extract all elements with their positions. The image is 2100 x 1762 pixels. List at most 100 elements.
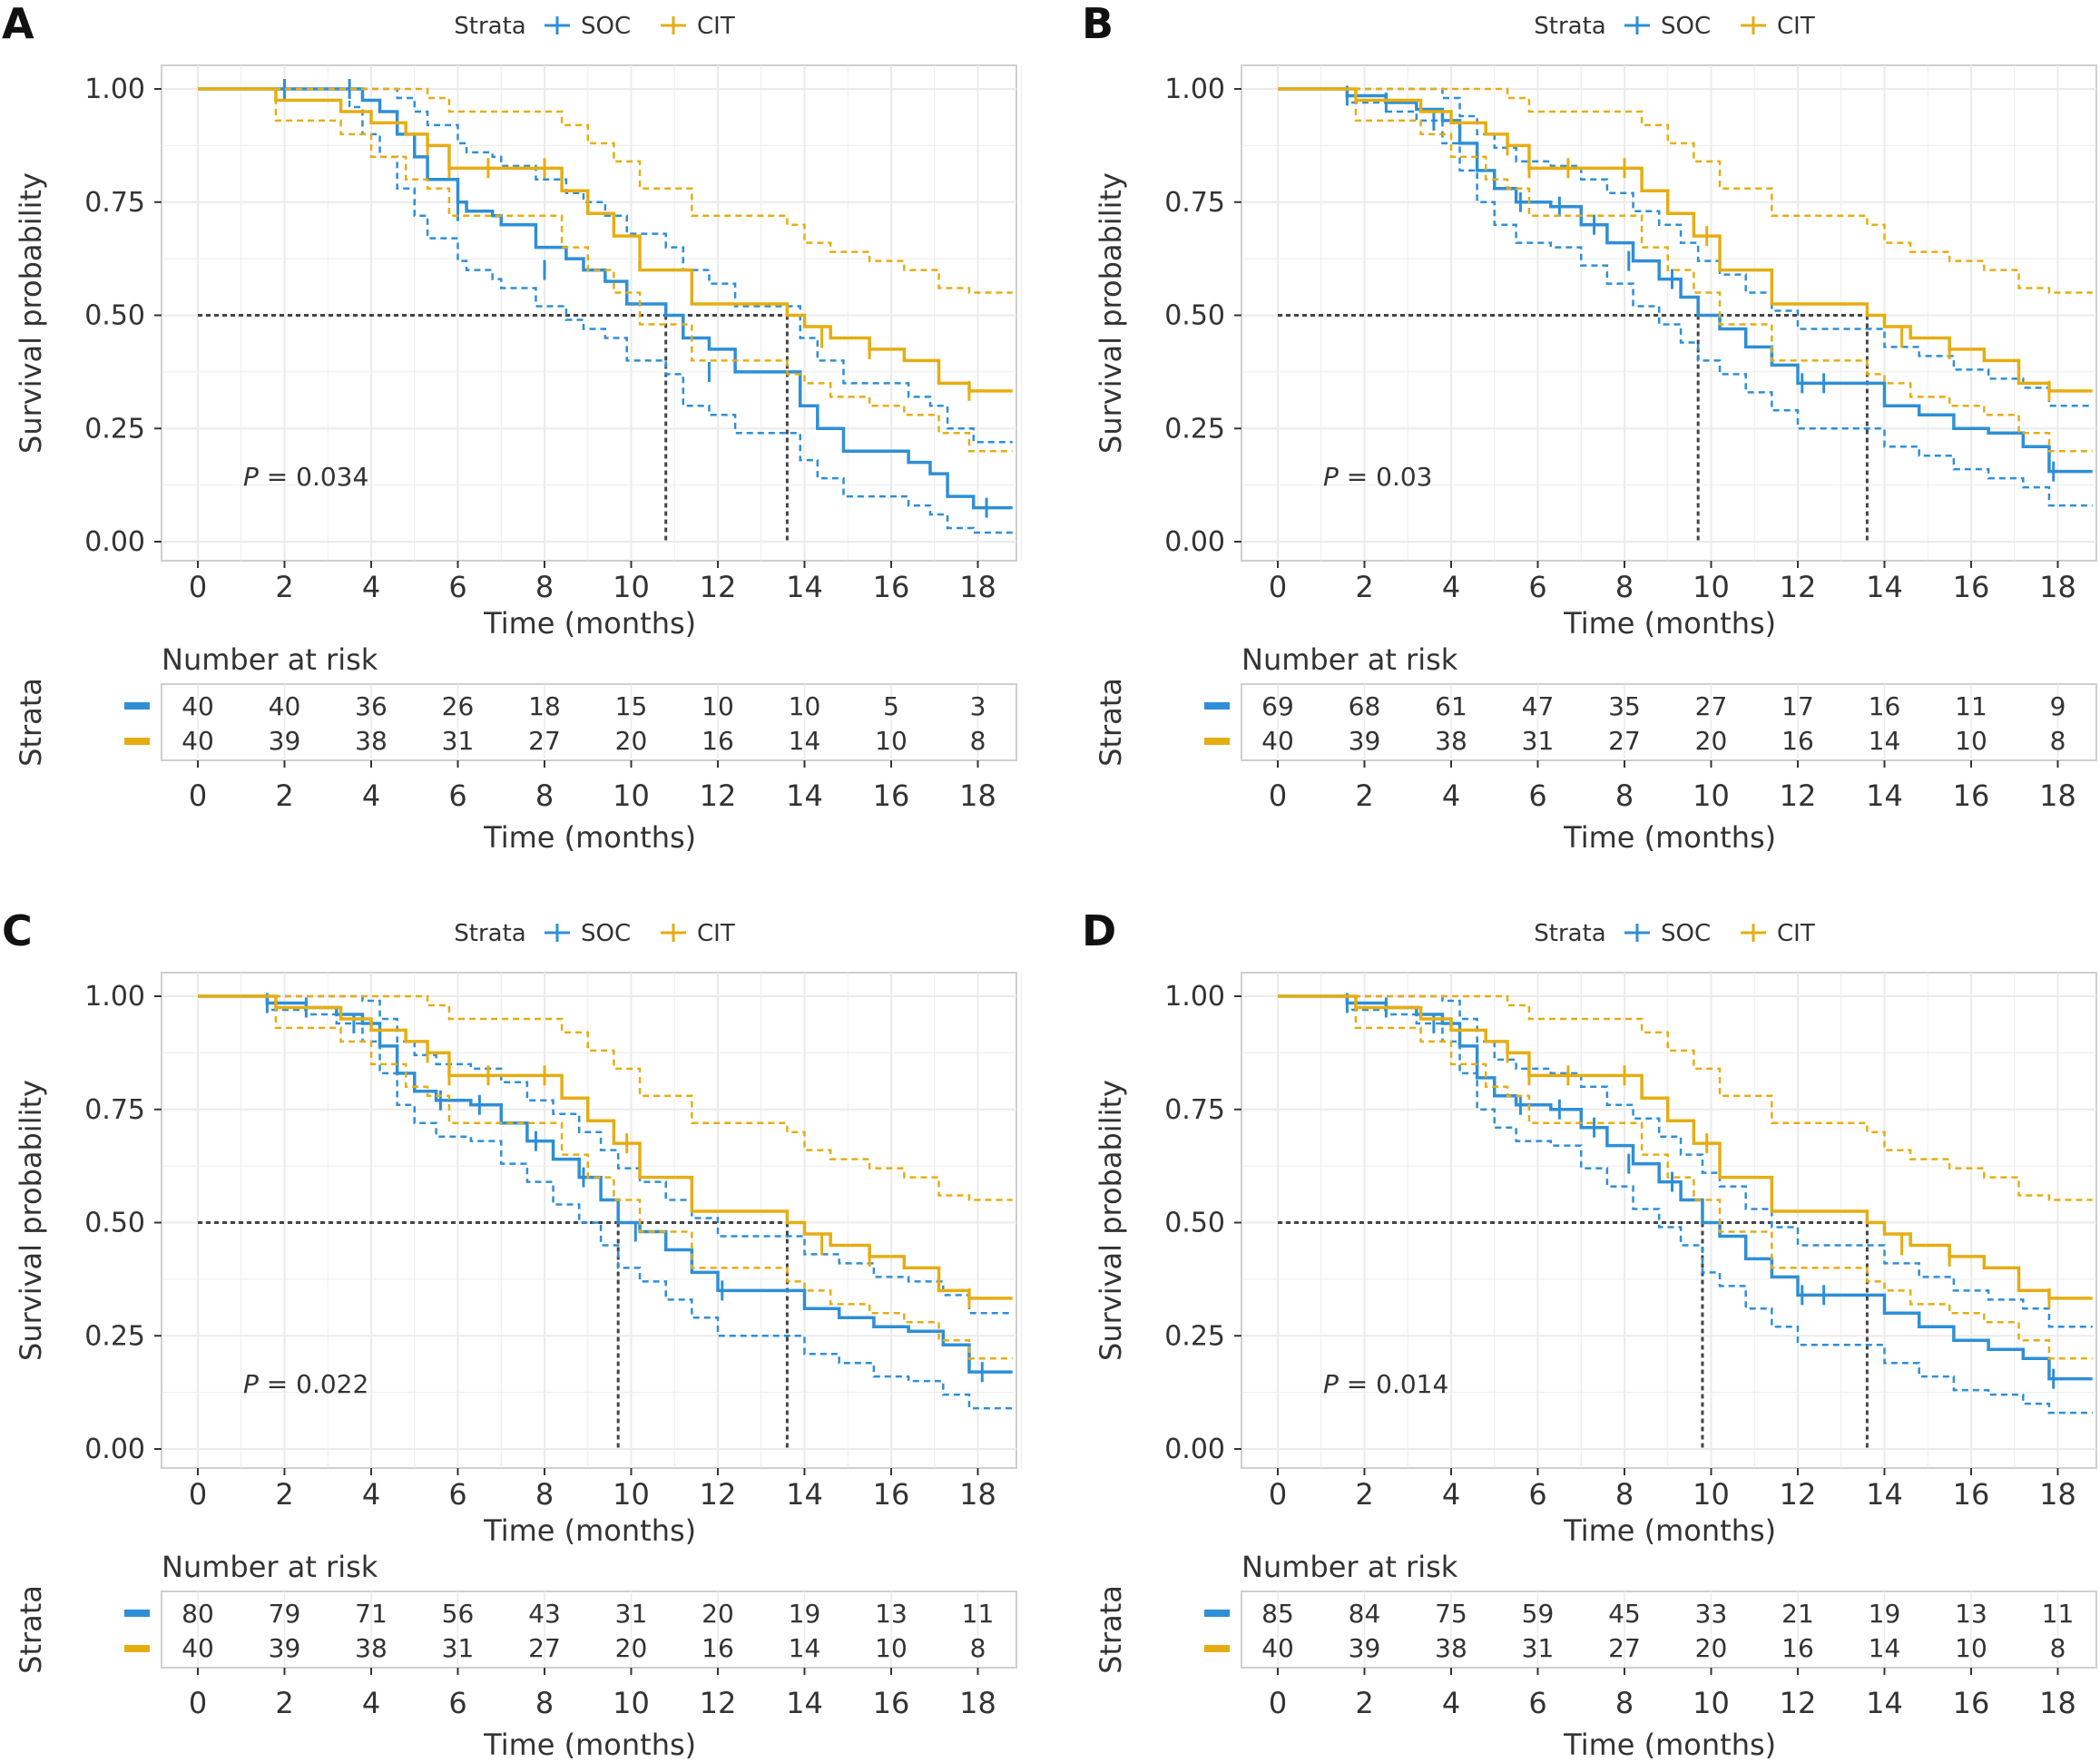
risk-x-tick-label: 6 [448, 778, 466, 813]
risk-cell-cit: 10 [1955, 1633, 1987, 1663]
survival-curve-cit [198, 87, 1013, 393]
x-tick-label: 6 [1528, 1477, 1546, 1512]
risk-x-tick-label: 10 [1693, 778, 1730, 813]
x-tick-label: 6 [448, 570, 466, 604]
risk-cell-cit: 14 [789, 726, 821, 756]
risk-x-axis-title: Time (months) [1563, 820, 1776, 855]
risk-x-tick-label: 10 [613, 1686, 650, 1720]
risk-table-title: Number at risk [1241, 1550, 1458, 1584]
y-tick-label: 0.50 [1164, 300, 1225, 332]
y-tick-label: 0.00 [84, 1434, 145, 1465]
risk-cell-soc: 43 [528, 1599, 561, 1629]
y-tick-label: 0.25 [1164, 413, 1225, 445]
risk-cell-cit: 16 [702, 1633, 734, 1663]
y-tick-label: 0.25 [84, 413, 145, 445]
x-tick-label: 10 [1693, 1477, 1730, 1512]
risk-cell-cit: 10 [875, 1633, 908, 1663]
y-tick-label: 0.75 [1164, 1094, 1225, 1126]
y-axis-title: Survival probability [14, 1080, 48, 1361]
x-tick-label: 0 [1269, 570, 1287, 604]
risk-table-ylabel: Strata [14, 678, 48, 767]
risk-cell-soc: 11 [2042, 1599, 2075, 1629]
legend-label-cit: CIT [697, 13, 735, 40]
risk-cell-cit: 20 [1695, 1633, 1728, 1663]
risk-table-title: Number at risk [1241, 642, 1458, 677]
plot-panel [161, 972, 1017, 1469]
x-axis-title: Time (months) [483, 606, 696, 641]
x-tick-label: 2 [1355, 1477, 1373, 1512]
y-tick-label: 1.00 [1164, 981, 1225, 1013]
risk-cell-soc: 47 [1522, 691, 1555, 721]
risk-x-tick-label: 4 [362, 778, 380, 813]
x-tick-label: 14 [1866, 570, 1903, 604]
risk-x-tick-label: 18 [2039, 778, 2076, 813]
risk-cell-cit: 8 [2050, 726, 2066, 756]
risk-cell-cit: 8 [970, 1633, 986, 1663]
panel-letter: B [1082, 0, 1114, 48]
y-tick-label: 1.00 [1164, 73, 1225, 105]
risk-cell-cit: 40 [1261, 1633, 1294, 1663]
x-tick-label: 8 [535, 570, 554, 604]
risk-key-cit [1204, 1645, 1230, 1652]
panel-letter: D [1082, 906, 1116, 955]
risk-x-tick-label: 6 [1528, 778, 1546, 813]
risk-cell-soc: 17 [1781, 691, 1814, 721]
risk-cell-soc: 5 [883, 691, 899, 721]
y-axis-title: Survival probability [14, 172, 48, 454]
risk-cell-cit: 31 [442, 726, 475, 756]
risk-x-tick-label: 16 [1953, 778, 1990, 813]
p-value-label: P = 0.014 [1323, 1369, 1448, 1399]
y-tick-label: 0.50 [84, 1208, 145, 1239]
risk-x-tick-label: 0 [189, 778, 207, 813]
risk-cell-cit: 38 [1435, 1633, 1467, 1663]
x-tick-label: 18 [2039, 570, 2076, 604]
risk-table-title: Number at risk [162, 642, 378, 677]
risk-cell-soc: 10 [789, 691, 821, 721]
survival-curve-cit [198, 994, 1013, 1300]
ci-lower-soc [1278, 994, 2093, 1414]
legend-label-soc: SOC [581, 13, 631, 40]
risk-cell-soc: 56 [442, 1599, 475, 1629]
y-axis-title: Survival probability [1094, 172, 1128, 454]
risk-cell-cit: 27 [1608, 726, 1641, 756]
risk-cell-cit: 10 [1955, 726, 1987, 756]
x-tick-label: 12 [1780, 1477, 1817, 1512]
risk-x-tick-label: 0 [1269, 1686, 1287, 1720]
x-tick-label: 14 [786, 1477, 823, 1512]
y-tick-label: 0.25 [1164, 1320, 1225, 1352]
x-tick-label: 4 [362, 570, 380, 604]
risk-x-tick-label: 14 [786, 778, 823, 813]
risk-cell-soc: 79 [269, 1599, 301, 1629]
risk-cell-soc: 33 [1695, 1599, 1728, 1629]
risk-x-tick-label: 14 [786, 1686, 823, 1720]
ci-upper-soc [1278, 994, 2093, 1328]
x-tick-label: 4 [1442, 570, 1460, 604]
risk-cell-soc: 31 [615, 1599, 648, 1629]
x-tick-label: 16 [1953, 1477, 1990, 1512]
legend-title: Strata [454, 13, 525, 40]
survival-curve-soc [1278, 994, 2093, 1381]
risk-cell-soc: 75 [1435, 1599, 1467, 1629]
risk-key-cit [124, 1645, 150, 1652]
risk-x-tick-label: 18 [2039, 1686, 2076, 1720]
risk-x-axis-title: Time (months) [483, 820, 696, 855]
risk-cell-soc: 71 [355, 1599, 388, 1629]
risk-cell-soc: 61 [1435, 691, 1467, 721]
risk-key-cit [1204, 738, 1230, 745]
legend-label-soc: SOC [1661, 13, 1711, 40]
y-tick-label: 0.50 [84, 300, 145, 332]
x-tick-label: 14 [786, 570, 823, 604]
risk-cell-cit: 16 [1781, 1633, 1814, 1663]
y-tick-label: 1.00 [84, 73, 145, 105]
x-tick-label: 8 [1615, 570, 1634, 604]
plot-panel [1241, 64, 2097, 562]
y-tick-label: 0.75 [1164, 187, 1225, 219]
risk-x-tick-label: 8 [535, 1686, 554, 1720]
x-tick-label: 14 [1866, 1477, 1903, 1512]
risk-cell-soc: 13 [875, 1599, 908, 1629]
p-value-label: P = 0.022 [243, 1369, 368, 1399]
risk-cell-cit: 20 [1695, 726, 1728, 756]
survival-curve-soc [1278, 87, 2093, 474]
